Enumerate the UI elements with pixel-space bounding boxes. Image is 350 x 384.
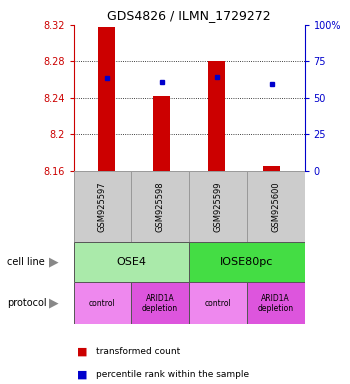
Text: GSM925598: GSM925598 (156, 181, 164, 232)
Text: GSM925599: GSM925599 (214, 181, 222, 232)
Bar (189, 171, 247, 242)
Text: GSM925600: GSM925600 (271, 181, 280, 232)
Text: ▶: ▶ (49, 297, 59, 310)
Bar (131, 282, 189, 324)
Bar (153, 96, 170, 171)
Text: cell line: cell line (7, 257, 45, 267)
Text: ■: ■ (77, 346, 88, 356)
Bar (263, 166, 280, 171)
Text: ■: ■ (77, 369, 88, 379)
Text: OSE4: OSE4 (116, 257, 146, 267)
Text: ARID1A
depletion: ARID1A depletion (142, 294, 178, 313)
Text: transformed count: transformed count (96, 347, 181, 356)
Text: ▶: ▶ (49, 256, 59, 268)
Bar (74, 242, 189, 282)
Bar (247, 171, 304, 242)
Bar (98, 27, 115, 171)
Bar (189, 282, 247, 324)
Bar (189, 242, 304, 282)
Text: control: control (204, 299, 231, 308)
Title: GDS4826 / ILMN_1729272: GDS4826 / ILMN_1729272 (107, 9, 271, 22)
Bar (74, 282, 131, 324)
Text: GSM925597: GSM925597 (98, 181, 107, 232)
Bar (208, 61, 225, 171)
Text: percentile rank within the sample: percentile rank within the sample (96, 370, 249, 379)
Text: control: control (89, 299, 116, 308)
Bar (247, 282, 304, 324)
Text: IOSE80pc: IOSE80pc (220, 257, 273, 267)
Bar (74, 171, 131, 242)
Text: protocol: protocol (7, 298, 47, 308)
Text: ARID1A
depletion: ARID1A depletion (258, 294, 294, 313)
Bar (131, 171, 189, 242)
